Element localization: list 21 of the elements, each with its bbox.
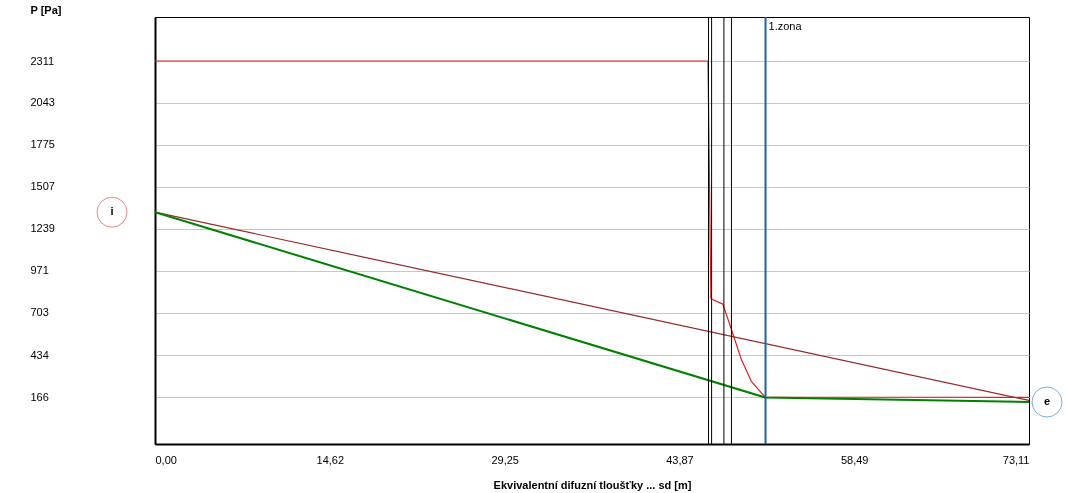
x-tick-label: 29,25 [491,453,519,466]
y-tick-label: 166 [30,390,49,403]
y-tick-label: 1507 [30,180,55,193]
y-tick-label: 434 [30,348,49,361]
x-tick-label: 0,00 [155,453,177,466]
y-tick-label: 1775 [30,138,55,151]
y-tick-label: 971 [30,264,49,277]
x-axis-title: Ekvivalentní difuzní tloušťky ... sd [m] [493,478,692,491]
text: i [110,205,114,218]
y-axis-title: P [Pa] [30,3,62,16]
x-tick-label: 14,62 [316,453,345,466]
y-tick-label: 2311 [30,54,55,67]
y-tick-label: 1239 [30,222,55,235]
text: e [1043,395,1051,408]
x-tick-label: 58,49 [840,453,869,466]
line-series [155,60,1029,398]
ref-line-label: 1.zona [768,20,803,32]
y-tick-label: 2043 [30,96,55,109]
y-tick-label: 703 [30,306,49,319]
x-tick-label: 43,87 [666,453,694,466]
x-tick-label: 73,11 [1002,453,1030,466]
